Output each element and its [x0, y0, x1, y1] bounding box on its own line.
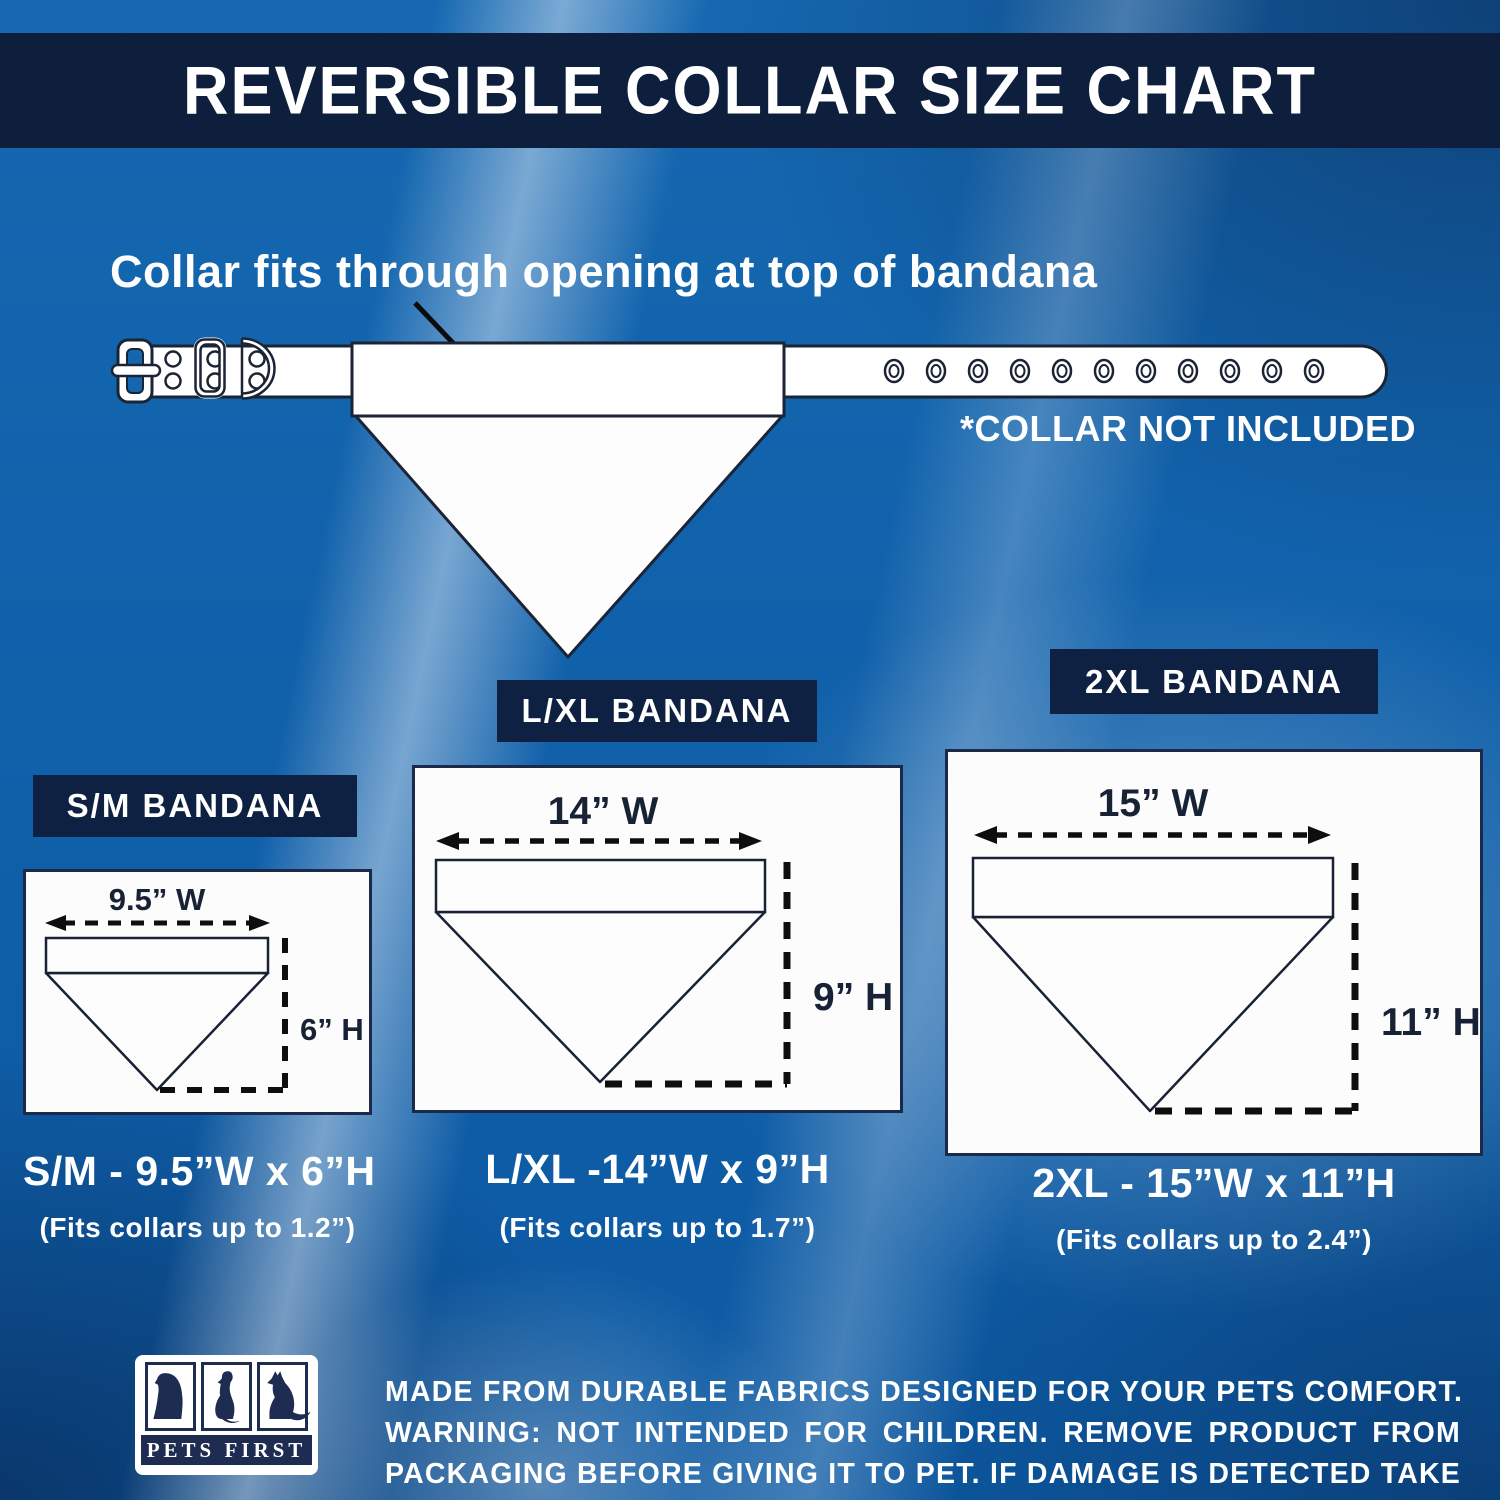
page-title: REVERSIBLE COLLAR SIZE CHART: [182, 52, 1318, 129]
2xl-width-arrow: [974, 826, 1331, 844]
hero-caption: Collar fits through opening at top of ba…: [110, 246, 1098, 297]
sm-dims-caption: S/M - 9.5”W x 6”H: [23, 1148, 376, 1194]
dog-silhouette-1-icon: [145, 1362, 196, 1431]
size-diagram-lxl: 14” W 9” H: [434, 790, 893, 1088]
bandana-triangle: [352, 412, 786, 659]
sm-height-label: 6” H: [300, 1012, 364, 1047]
size-label-lxl-text: L/XL BANDANA: [521, 692, 793, 729]
buckle-icon: [110, 338, 162, 404]
warning-line-1: MADE FROM DURABLE FABRICS DESIGNED FOR Y…: [385, 1376, 1464, 1408]
logo-banner: PETS FIRST: [141, 1435, 312, 1465]
2xl-bandana-sleeve: [971, 856, 1335, 919]
size-label-2xl-text: 2XL BANDANA: [1085, 662, 1343, 700]
size-panel-sm: 9.5” W 6” H: [23, 869, 372, 1115]
size-panel-lxl: 14” W 9” H: [412, 765, 903, 1113]
collar-illustration: [110, 301, 1389, 659]
2xl-width-label: 15” W: [1098, 782, 1209, 825]
2xl-height-label: 11” H: [1381, 1001, 1480, 1044]
size-diagram-2xl: 15” W 11” H: [971, 782, 1481, 1115]
lxl-bandana-sleeve: [434, 858, 767, 914]
size-label-lxl: L/XL BANDANA: [497, 680, 817, 742]
bandana-sleeve: [350, 341, 786, 418]
lxl-dims-caption: L/XL -14”W x 9”H: [485, 1146, 830, 1192]
collar-note: *COLLAR NOT INCLUDED: [960, 408, 1416, 449]
sm-bandana-triangle: [44, 971, 270, 1092]
sm-bandana-sleeve: [44, 936, 270, 975]
sm-fits-caption: (Fits collars up to 1.2”): [39, 1212, 356, 1243]
size-diagram-sm: 9.5” W 6” H: [44, 882, 364, 1093]
warning-line-4: PRODUCT AWAY FROM PET. TO BE USED UNDER …: [385, 1495, 1488, 1500]
lxl-width-arrow: [436, 832, 762, 850]
size-panel-2xl: 15” W 11” H: [945, 749, 1483, 1156]
d-ring-icon: [240, 337, 276, 400]
strap-holes: [164, 350, 266, 390]
size-label-sm-text: S/M BANDANA: [66, 787, 324, 824]
2xl-height-dashes: [1155, 863, 1359, 1115]
sm-width-arrow: [45, 915, 270, 931]
sm-height-dashes: [160, 938, 288, 1093]
lxl-fits-caption: (Fits collars up to 1.7”): [499, 1212, 816, 1243]
dog-silhouette-3-icon: [257, 1362, 311, 1431]
sm-width-label: 9.5” W: [109, 882, 206, 917]
warning-line-3: PACKAGING BEFORE GIVING IT TO PET. IF DA…: [385, 1458, 1461, 1490]
pets-first-logo: PETS FIRST: [135, 1355, 318, 1475]
title-bar: REVERSIBLE COLLAR SIZE CHART: [0, 33, 1500, 148]
2xl-fits-caption: (Fits collars up to 2.4”): [1056, 1224, 1372, 1255]
2xl-bandana-triangle: [971, 915, 1335, 1113]
warning-text: MADE FROM DURABLE FABRICS DESIGNED FOR Y…: [385, 1372, 1488, 1500]
lxl-height-dashes: [605, 862, 791, 1088]
logo-text: PETS FIRST: [146, 1437, 307, 1462]
dog-silhouette-2-icon: [201, 1362, 252, 1431]
warning-line-2: WARNING: NOT INTENDED FOR CHILDREN. REMO…: [385, 1417, 1461, 1449]
lxl-height-label: 9” H: [813, 976, 893, 1019]
2xl-dims-caption: 2XL - 15”W x 11”H: [1032, 1160, 1396, 1206]
size-label-2xl: 2XL BANDANA: [1050, 649, 1378, 714]
eyelets: [883, 358, 1325, 384]
size-label-sm: S/M BANDANA: [33, 775, 357, 837]
keeper-loop-icon: [193, 337, 227, 399]
logo-dog-frames: [141, 1362, 312, 1431]
lxl-bandana-triangle: [434, 910, 767, 1084]
lxl-width-label: 14” W: [548, 790, 659, 833]
